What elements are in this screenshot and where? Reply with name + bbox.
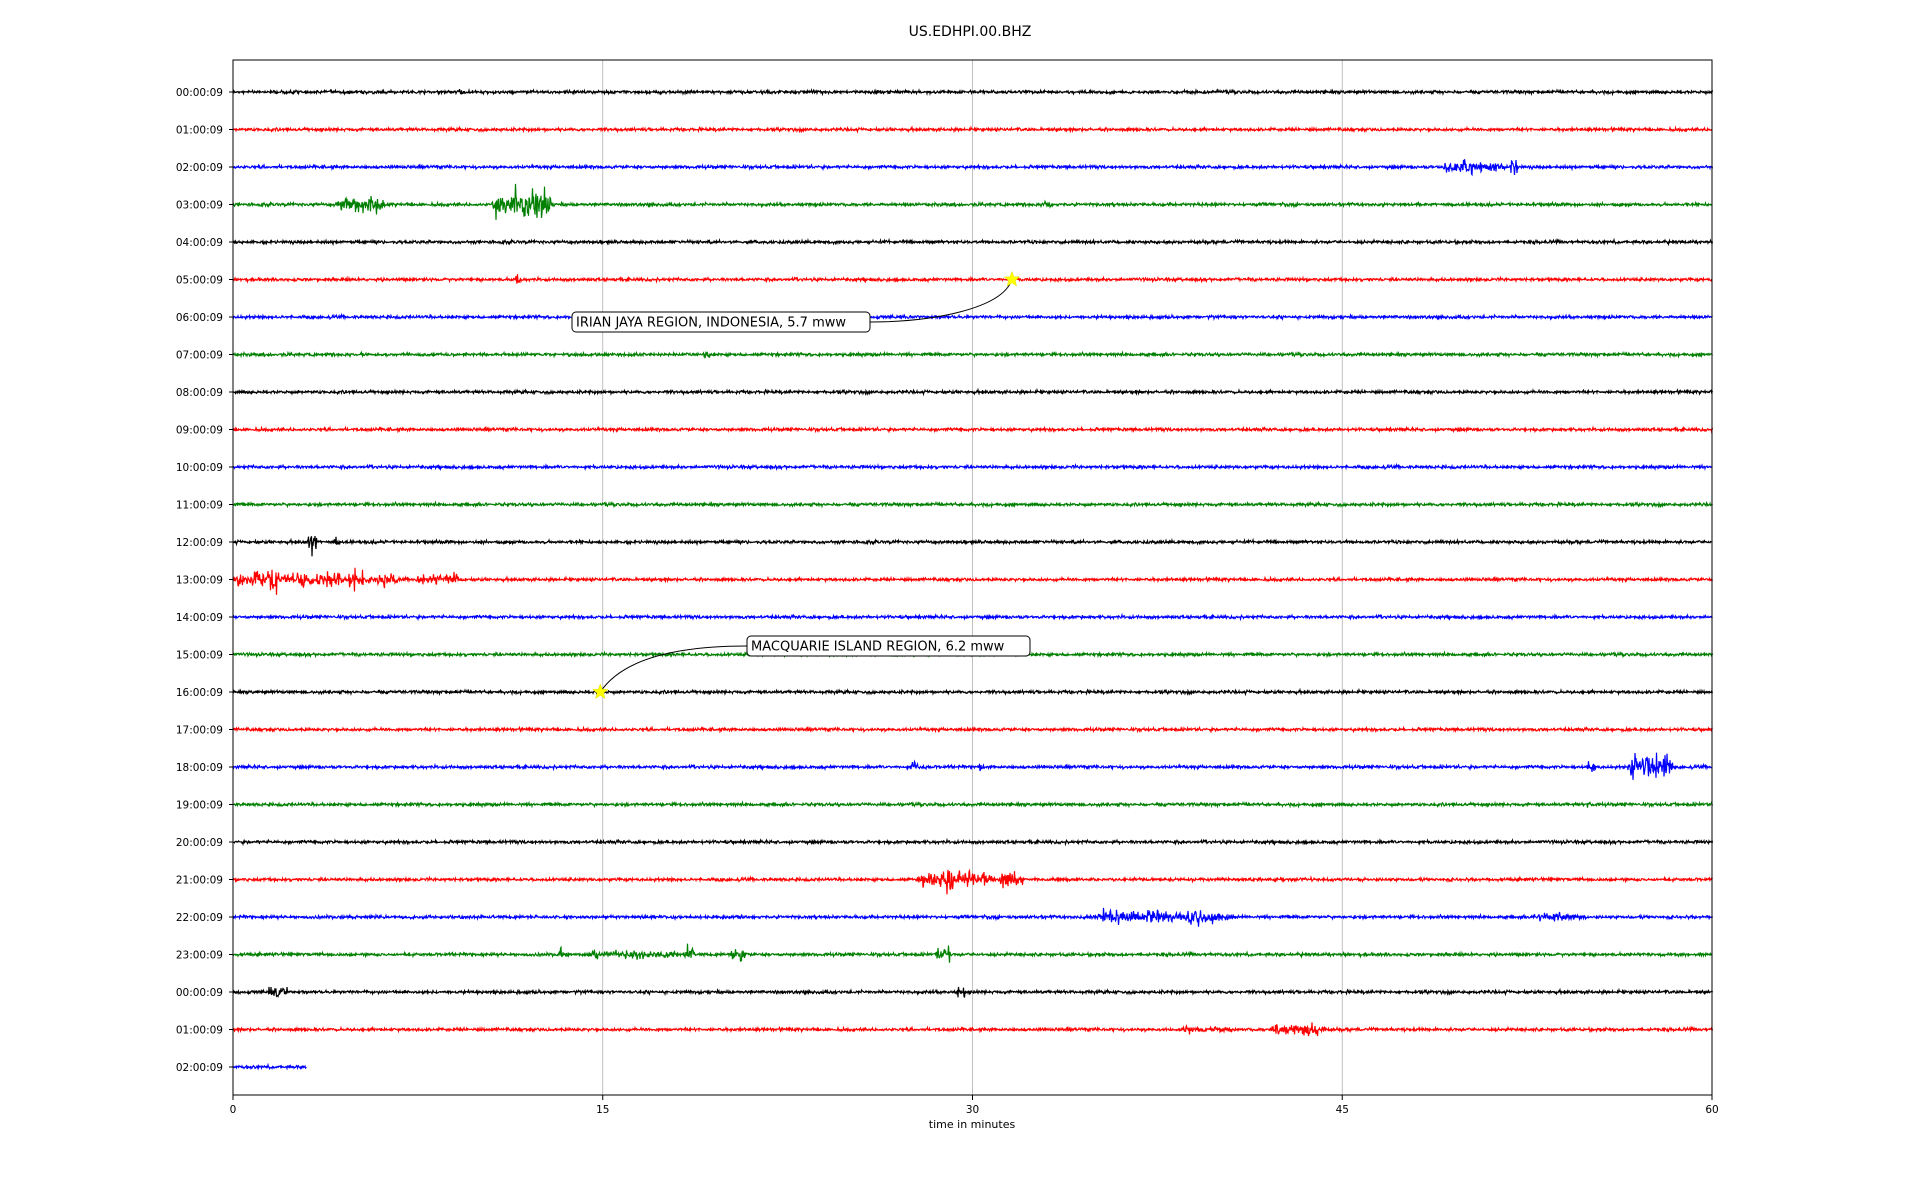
trace-row-2 bbox=[232, 159, 1714, 177]
event-label-box bbox=[571, 311, 871, 333]
row-time-label: 15:00:09 bbox=[176, 650, 223, 662]
x-tick-label: 45 bbox=[1336, 1104, 1349, 1116]
row-time-label: 03:00:09 bbox=[176, 200, 223, 212]
trace-row-19 bbox=[232, 800, 1714, 809]
event-annotations: IRIAN JAYA REGION, INDONESIA, 5.7 mww MAC… bbox=[571, 270, 1031, 700]
trace-row-18 bbox=[232, 752, 1713, 780]
event-connector bbox=[869, 279, 1013, 323]
x-tick-label: 0 bbox=[230, 1104, 237, 1116]
x-tick-label: 15 bbox=[596, 1104, 609, 1116]
trace-row-14 bbox=[232, 612, 1713, 622]
row-time-label: 14:00:09 bbox=[176, 612, 223, 624]
event-star-icon bbox=[1003, 270, 1021, 287]
trace-row-5 bbox=[232, 274, 1713, 284]
trace-row-9 bbox=[232, 425, 1714, 434]
trace-row-21 bbox=[232, 868, 1714, 895]
trace-row-11 bbox=[232, 500, 1714, 509]
row-time-label: 23:00:09 bbox=[176, 950, 223, 962]
trace-row-25 bbox=[232, 1022, 1714, 1037]
row-time-label: 18:00:09 bbox=[176, 762, 223, 774]
row-time-label: 00:00:09 bbox=[176, 987, 223, 999]
row-time-label: 12:00:09 bbox=[176, 537, 223, 549]
event-annotation: MACQUARIE ISLAND REGION, 6.2 mww bbox=[592, 635, 1031, 700]
row-time-label: 22:00:09 bbox=[176, 912, 223, 924]
trace-row-0 bbox=[232, 87, 1714, 97]
event-annotation: IRIAN JAYA REGION, INDONESIA, 5.7 mww bbox=[571, 270, 1021, 333]
row-time-label: 07:00:09 bbox=[176, 350, 223, 362]
event-star-icon bbox=[592, 683, 609, 700]
trace-row-16 bbox=[232, 687, 1714, 697]
trace-row-3 bbox=[232, 183, 1713, 220]
event-connector bbox=[599, 645, 748, 693]
row-time-label: 02:00:09 bbox=[176, 1062, 223, 1074]
trace-row-24 bbox=[232, 986, 1714, 999]
row-time-label: 04:00:09 bbox=[176, 237, 223, 249]
trace-row-23 bbox=[232, 943, 1713, 963]
row-time-label: 17:00:09 bbox=[176, 725, 223, 737]
event-label: MACQUARIE ISLAND REGION, 6.2 mww bbox=[751, 640, 1005, 655]
event-label: IRIAN JAYA REGION, INDONESIA, 5.7 mww bbox=[576, 316, 846, 331]
row-time-label: 20:00:09 bbox=[176, 837, 223, 849]
trace-row-1 bbox=[232, 125, 1713, 134]
row-time-label: 00:00:09 bbox=[176, 87, 223, 99]
row-time-label: 11:00:09 bbox=[176, 500, 223, 512]
trace-row-26 bbox=[232, 1062, 307, 1071]
gridlines bbox=[602, 60, 1343, 1095]
x-axis-label: time in minutes bbox=[929, 1118, 1016, 1131]
row-time-label: 09:00:09 bbox=[176, 425, 223, 437]
trace-row-13 bbox=[232, 567, 1714, 595]
row-time-label: 21:00:09 bbox=[176, 875, 223, 887]
trace-row-6 bbox=[232, 312, 1713, 322]
trace-row-7 bbox=[232, 350, 1714, 359]
trace-row-4 bbox=[232, 237, 1714, 247]
trace-row-17 bbox=[232, 725, 1714, 734]
row-time-label: 05:00:09 bbox=[176, 275, 223, 287]
chart-title: US.EDHPI.00.BHZ bbox=[909, 24, 1032, 40]
row-time-label: 19:00:09 bbox=[176, 800, 223, 812]
x-tick-label: 30 bbox=[966, 1104, 979, 1116]
row-time-label: 10:00:09 bbox=[176, 462, 223, 474]
row-time-label: 01:00:09 bbox=[176, 125, 223, 137]
event-label-box bbox=[746, 635, 1031, 657]
x-tick-label: 60 bbox=[1705, 1104, 1718, 1116]
row-time-label: 16:00:09 bbox=[176, 687, 223, 699]
trace-row-10 bbox=[232, 462, 1713, 472]
trace-row-20 bbox=[232, 837, 1714, 847]
row-time-label: 13:00:09 bbox=[176, 575, 223, 587]
seismogram-traces bbox=[232, 87, 1714, 1071]
row-time-label: 01:00:09 bbox=[176, 1025, 223, 1037]
row-time-label: 06:00:09 bbox=[176, 312, 223, 324]
axes: 00:00:09 01:00:09 02:00:09 03:00:09 04:00:09… bbox=[176, 59, 1719, 1116]
trace-row-12 bbox=[232, 535, 1713, 557]
trace-row-22 bbox=[232, 907, 1714, 927]
row-time-label: 08:00:09 bbox=[176, 387, 223, 399]
row-time-label: 02:00:09 bbox=[176, 162, 223, 174]
trace-row-8 bbox=[232, 387, 1714, 397]
